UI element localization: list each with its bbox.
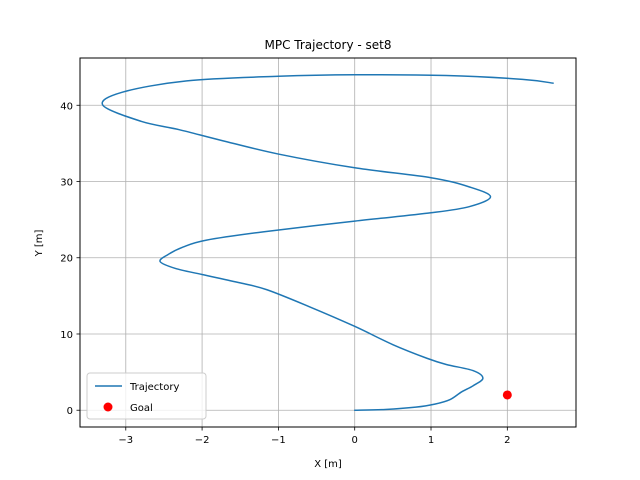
- y-tick-label: 20: [60, 254, 73, 265]
- legend-goal-label: Goal: [130, 403, 153, 414]
- y-tick-label: 10: [60, 330, 73, 341]
- x-tick-label: 0: [352, 435, 358, 446]
- y-axis-label: Y [m]: [34, 229, 45, 257]
- legend: Trajectory Goal: [86, 372, 207, 420]
- y-tick-label: 40: [60, 101, 73, 112]
- plot-series: [101, 73, 554, 411]
- chart-title: MPC Trajectory - set8: [265, 38, 392, 52]
- x-tick-label: −2: [195, 435, 210, 446]
- legend-goal-swatch: [103, 402, 113, 412]
- x-tick-label: 1: [428, 435, 434, 446]
- legend-trajectory-label: Trajectory: [129, 382, 179, 393]
- legend-box: [86, 372, 207, 420]
- x-tick-label: −3: [118, 435, 133, 446]
- plot-frame: [79, 57, 577, 428]
- goal-point: [502, 390, 512, 400]
- y-tick-label: 30: [60, 178, 73, 189]
- trajectory-line: [101, 73, 554, 411]
- x-tick-label: −1: [271, 435, 286, 446]
- x-axis-label: X [m]: [314, 459, 342, 470]
- x-tick-label: 2: [504, 435, 510, 446]
- y-tick-label: 0: [67, 406, 73, 417]
